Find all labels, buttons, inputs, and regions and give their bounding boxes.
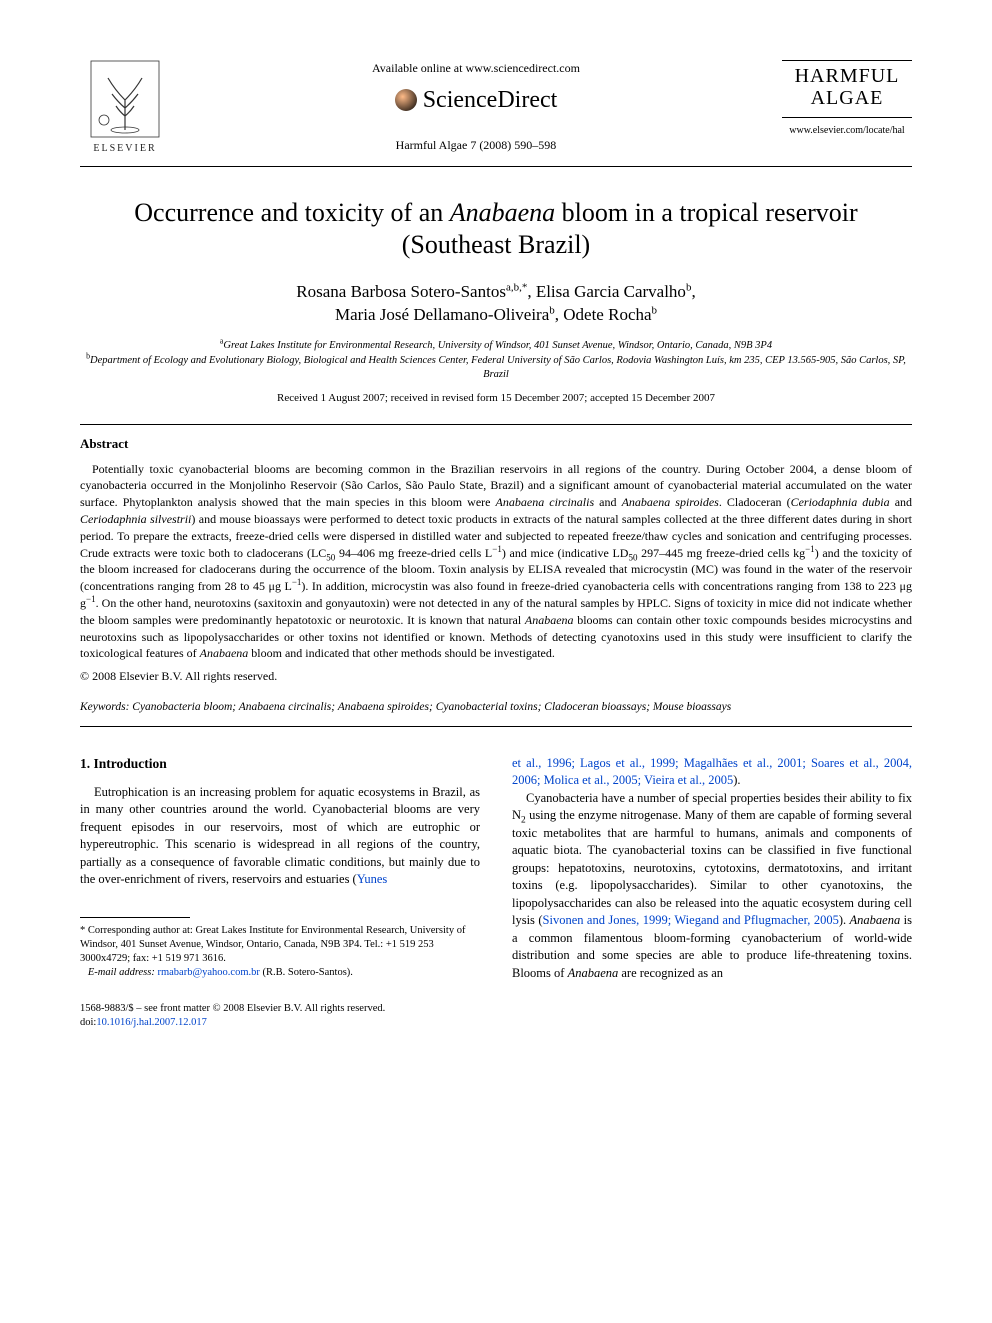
left-column: 1. Introduction Eutrophication is an inc… [80, 755, 480, 983]
sciencedirect-logo: ScienceDirect [395, 84, 558, 116]
author-3: Maria José Dellamano-Oliveirab [335, 305, 555, 324]
affiliation-a: Great Lakes Institute for Environmental … [223, 340, 772, 351]
header-rule [80, 166, 912, 167]
footer-left: 1568-9883/$ – see front matter © 2008 El… [80, 1002, 385, 1030]
affiliations: aGreat Lakes Institute for Environmental… [80, 339, 912, 383]
center-header: Available online at www.sciencedirect.co… [170, 60, 782, 153]
email-footnote: E-mail address: rmabarb@yahoo.com.br (R.… [80, 966, 480, 980]
title-pre: Occurrence and toxicity of an [134, 198, 449, 227]
elsevier-tree-icon [90, 60, 160, 138]
author-list: Rosana Barbosa Sotero-Santosa,b,*, Elisa… [80, 280, 912, 328]
corresponding-footnote: * Corresponding author at: Great Lakes I… [80, 924, 480, 967]
journal-brand-block: HARMFUL ALGAE www.elsevier.com/locate/ha… [782, 60, 912, 138]
intro-right-top: et al., 1996; Lagos et al., 1999; Magalh… [512, 755, 912, 790]
intro-right-body: Cyanobacteria have a number of special p… [512, 790, 912, 983]
journal-url: www.elsevier.com/locate/hal [782, 124, 912, 138]
footnote-rule [80, 917, 190, 918]
corr-text: Corresponding author at: Great Lakes Ins… [80, 925, 465, 964]
abstract-body: Potentially toxic cyanobacterial blooms … [80, 461, 912, 663]
brand-title-line2: ALGAE [811, 87, 884, 109]
sd-logo-text: ScienceDirect [423, 84, 558, 116]
intro-para-left: Eutrophication is an increasing problem … [80, 784, 480, 889]
doi-link[interactable]: 10.1016/j.hal.2007.12.017 [96, 1017, 207, 1028]
keywords-text: Cyanobacteria bloom; Anabaena circinalis… [129, 701, 731, 713]
abstract-top-rule [80, 424, 912, 425]
publisher-logo: ELSEVIER [80, 60, 170, 156]
brand-title-line1: HARMFUL [795, 65, 900, 87]
abstract-heading: Abstract [80, 435, 912, 453]
author-1: Rosana Barbosa Sotero-Santosa,b,* [296, 282, 527, 301]
right-column: et al., 1996; Lagos et al., 1999; Magalh… [512, 755, 912, 983]
page-header: ELSEVIER Available online at www.science… [80, 60, 912, 156]
author-2: Elisa Garcia Carvalhob [536, 282, 692, 301]
affiliation-b: Department of Ecology and Evolutionary B… [90, 355, 906, 381]
publisher-name: ELSEVIER [93, 142, 156, 156]
title-italic: Anabaena [450, 198, 555, 227]
keywords-line: Keywords: Cyanobacteria bloom; Anabaena … [80, 700, 912, 716]
email-label: E-mail address: [88, 967, 155, 978]
front-matter-line: 1568-9883/$ – see front matter © 2008 El… [80, 1002, 385, 1016]
doi-line: doi:10.1016/j.hal.2007.12.017 [80, 1016, 385, 1030]
email-attrib: (R.B. Sotero-Santos). [260, 967, 353, 978]
available-online-text: Available online at www.sciencedirect.co… [190, 60, 762, 76]
article-title: Occurrence and toxicity of an Anabaena b… [80, 197, 912, 262]
author-4: Odete Rochab [563, 305, 657, 324]
abstract-copyright: © 2008 Elsevier B.V. All rights reserved… [80, 668, 912, 684]
article-dates: Received 1 August 2007; received in revi… [80, 391, 912, 406]
keywords-label: Keywords: [80, 701, 129, 713]
journal-brand-title: HARMFUL ALGAE [782, 60, 912, 118]
sd-orb-icon [395, 89, 417, 111]
page-footer: 1568-9883/$ – see front matter © 2008 El… [80, 1002, 912, 1030]
body-columns: 1. Introduction Eutrophication is an inc… [80, 755, 912, 983]
journal-reference: Harmful Algae 7 (2008) 590–598 [190, 137, 762, 153]
abstract-bottom-rule [80, 726, 912, 727]
email-link[interactable]: rmabarb@yahoo.com.br [155, 967, 260, 978]
intro-heading: 1. Introduction [80, 755, 480, 774]
